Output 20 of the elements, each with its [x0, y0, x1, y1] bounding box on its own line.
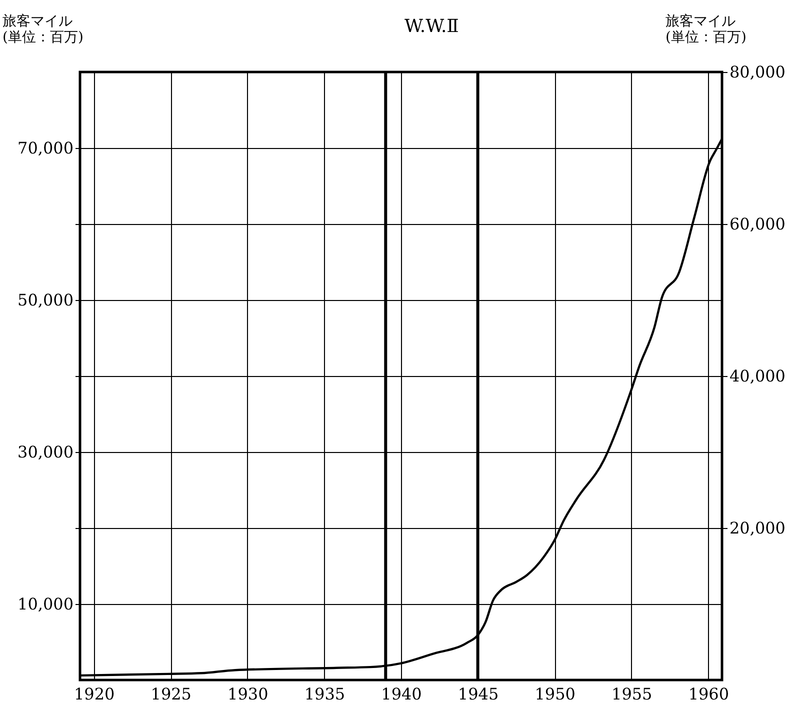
x-tick-label: 1955: [612, 684, 652, 704]
y-axis-title: 旅客マイル (単位：百万): [2, 14, 84, 46]
x-tick-label: 1935: [304, 684, 346, 704]
y2-tick-label: 20,000: [730, 518, 786, 538]
y-tick-label: 10,000: [18, 594, 74, 614]
y2-tick-label: 40,000: [730, 366, 786, 386]
y2-tick-label: 60,000: [730, 214, 786, 234]
x-tick-label: 1940: [381, 684, 422, 704]
y-tick-label: 30,000: [18, 442, 74, 462]
x-tick-label: 1960: [688, 684, 730, 704]
x-tick-label: 1950: [534, 684, 576, 704]
y-tick-label: 70,000: [18, 138, 74, 158]
x-tick-label: 1925: [150, 684, 192, 704]
x-tick-label: 1945: [458, 684, 499, 704]
x-tick-label: 1920: [74, 684, 115, 704]
x-tick-label: 1930: [228, 684, 268, 704]
y2-axis-title: 旅客マイル (単位：百万): [666, 14, 746, 46]
text: W.W.Ⅱ: [404, 16, 459, 37]
y-tick-label: 50,000: [18, 290, 74, 310]
y2-tick-label: 80,000: [730, 62, 786, 82]
